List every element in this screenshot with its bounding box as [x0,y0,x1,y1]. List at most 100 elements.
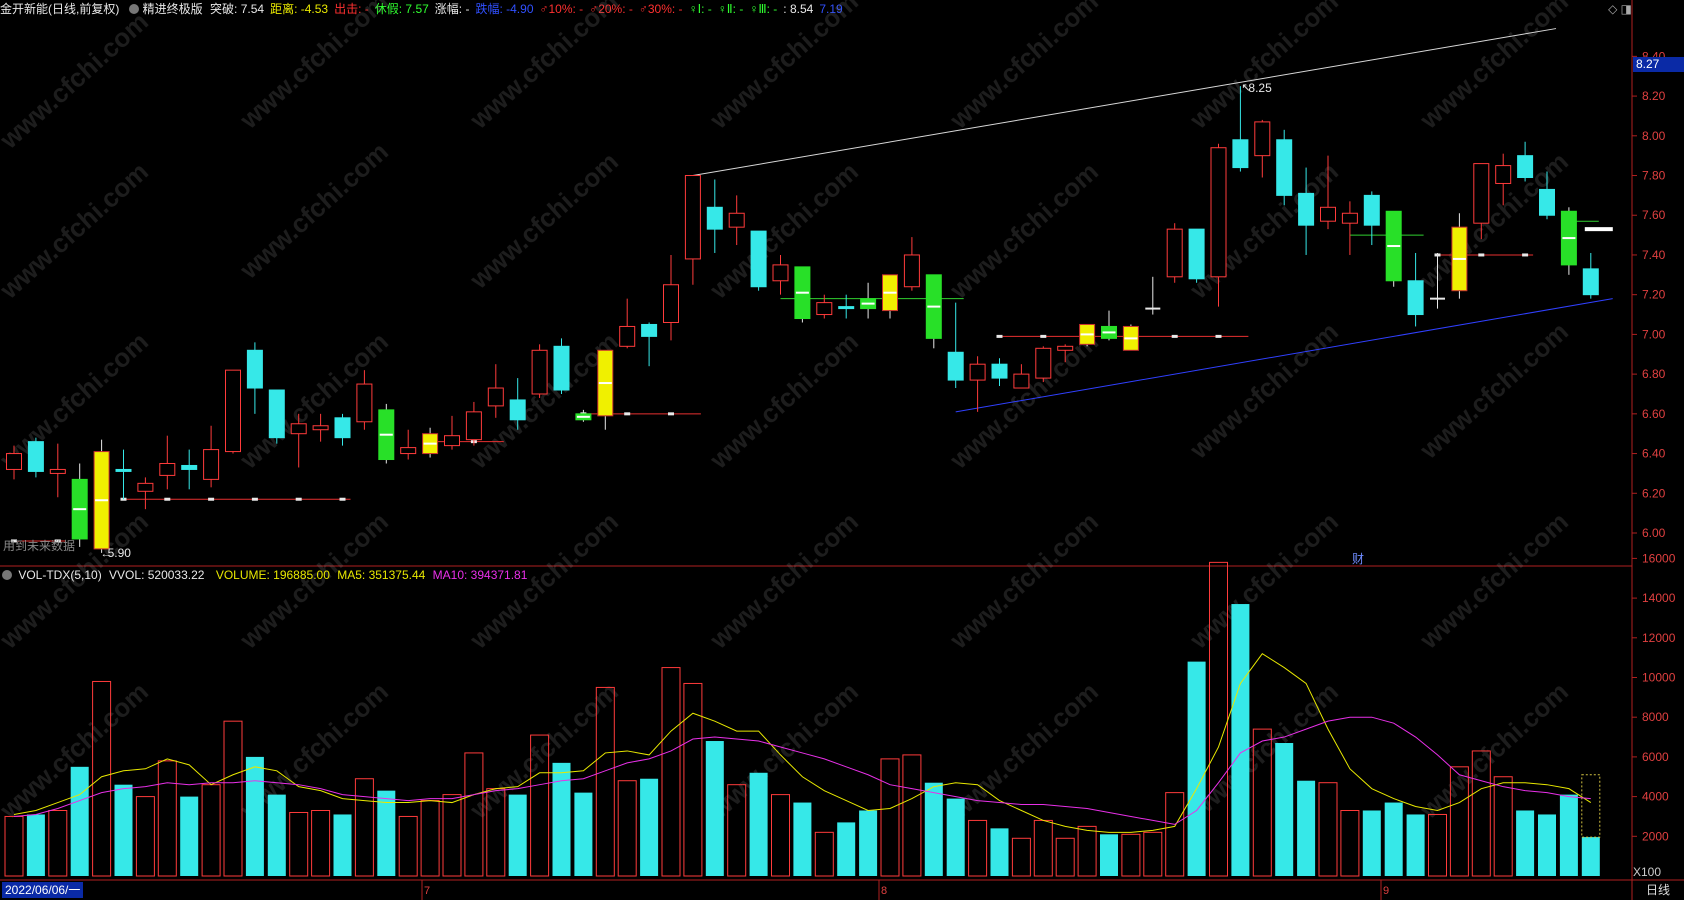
candle-body [465,411,482,441]
candlestick-series [6,86,1599,553]
collapse-icon[interactable]: ◨ [1620,2,1632,16]
stock-title[interactable]: 金开新能(日线,前复权) [0,2,120,16]
volume-bar [1384,802,1403,876]
candle-body [1145,307,1161,310]
volume-bar [1033,819,1053,877]
candle-body [444,435,460,447]
ma10-value: MA10: 394371.81 [432,568,528,582]
volume-bar [530,734,550,877]
watermark-text: www.cfchi.com [1183,316,1344,465]
price-tick-label: 6.60 [1642,407,1666,421]
level-dot [1040,334,1047,338]
volume-tick-label: 12000 [1642,631,1676,645]
low-annotation: 5.90 [108,546,132,560]
volume-bar [749,772,768,876]
indicator-item: 突破: 7.54 [210,2,265,16]
candle-body [1320,206,1336,222]
candle-body [1298,192,1315,226]
volume-bar [1471,750,1491,877]
candle-body [772,264,789,282]
volume-legend: VOL-TDX(5,10) VVOL: 520033.22 VOLUME: 19… [0,566,527,584]
volume-bar [311,809,331,877]
watermark-text: www.cfchi.com [0,6,154,155]
watermark-text: www.cfchi.com [943,506,1104,655]
candle-body [1254,121,1271,157]
vvol-value: VVOL: 520033.22 [109,568,205,582]
candle-body [663,284,679,323]
candle-body [181,464,198,470]
candle-midmark [1387,245,1401,248]
period-button[interactable]: 日线 [1645,883,1670,897]
volume-bar [377,790,396,876]
level-dot [1215,334,1222,338]
candle-midmark [883,291,897,294]
volume-bar [420,800,440,877]
candle-body [1188,228,1205,280]
volume-bar [617,780,637,877]
volume-bar [595,686,615,877]
month-mark-8: 8 [881,885,887,897]
indicator-item: 出击: - [334,2,369,16]
candle-midmark [927,305,941,308]
candle-body [1539,188,1555,216]
candle-body [49,468,66,474]
watermark-text: www.cfchi.com [703,326,864,475]
candle-body [203,449,220,480]
ma10-line [13,716,1591,825]
watermark-text: www.cfchi.com [1413,0,1574,135]
volume-bar [946,798,965,876]
volume-bar [1516,810,1535,876]
volume-bar [771,794,790,877]
volume-tick-label: 16000 [1642,551,1676,565]
level-dot [251,497,258,501]
watermark-text: www.cfchi.com [703,0,864,135]
candle-midmark [795,291,809,294]
indicator-item: ♂20%: - [589,2,633,16]
candle-body [1473,163,1490,224]
volume-axis: 16000 14000 12000 10000 8000 6000 4000 2000 [1632,551,1676,843]
candle-body [400,447,417,455]
volume-bar [1187,661,1206,876]
candle-body [246,349,263,389]
watermark-text: www.cfchi.com [1183,156,1344,305]
candle-midmark [1124,337,1138,340]
volume-bar [1100,834,1118,876]
volume-bar [157,760,177,877]
level-dot [1522,253,1529,257]
watermark-text: www.cfchi.com [233,0,394,135]
ma5-line [13,653,1592,833]
volume-toggle-icon[interactable] [2,570,12,580]
volume-tick-label: 8000 [1642,710,1669,724]
level-dot [208,497,215,501]
diamond-icon[interactable]: ◇ [1608,2,1618,16]
candle-body [1363,194,1380,226]
volume-bar [114,784,133,876]
price-tick-label: 7.80 [1642,169,1666,183]
candle-body [641,323,658,337]
candle-body [706,206,723,230]
indicator-toggle-icon[interactable] [128,4,139,14]
current-price-tag: 8.27 [1633,57,1684,72]
volume-bar [354,778,374,877]
arrow-icon: ↖ [1241,82,1250,94]
volume-bar [1362,810,1381,876]
indicator-name[interactable]: 精进终极版 [142,2,203,16]
volume-bars [4,561,1601,877]
volume-bar [1121,833,1141,877]
volume-bar [70,766,89,876]
volume-bar [990,828,1009,876]
watermark-text: www.cfchi.com [943,156,1104,305]
indicator-item: : 8.54 [783,2,814,16]
month-mark-7: 7 [424,885,430,897]
level-dot [164,497,171,501]
indicator-item: ♂10%: - [539,2,584,16]
volume-bar [1055,837,1075,877]
candle-body [1210,147,1227,278]
volume-indicator-name[interactable]: VOL-TDX(5,10) [18,568,102,582]
volume-bar [880,758,900,877]
indicator-item: ♀Ⅰ: - [688,2,712,16]
volume-tick-label: 10000 [1642,671,1676,685]
indicator-item: ♀Ⅲ: - [749,2,778,16]
indicator-item: 距离: -4.53 [270,2,329,16]
